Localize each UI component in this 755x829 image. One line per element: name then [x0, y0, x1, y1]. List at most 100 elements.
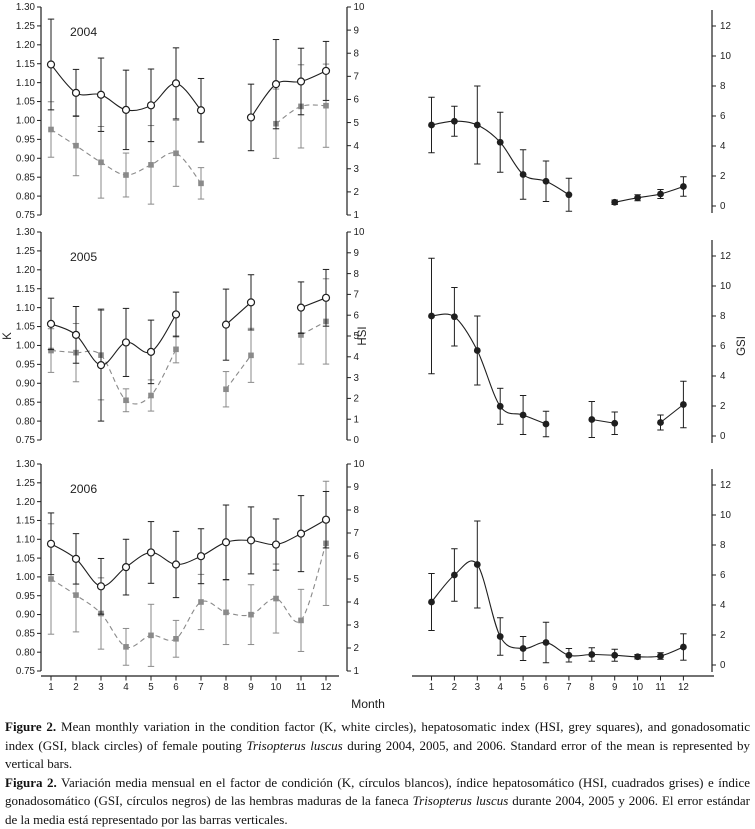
series-GSI — [428, 520, 687, 664]
panel-2006-K-HSI: 0.75 0.80 0.85 0.90 0.95 1.00 1.05 1.10 1.15 1.20… — [16, 459, 365, 677]
svg-text:4: 4 — [354, 597, 360, 608]
gsi-marker — [473, 561, 481, 568]
gsi-marker — [519, 171, 527, 178]
k-marker — [246, 113, 256, 122]
panel-2005-K-HSI: 0.75 0.80 0.85 0.90 0.95 1.00 1.05 1.10 1.15 1.20… — [2, 227, 369, 446]
hsi-marker — [198, 599, 204, 605]
hsi-marker — [298, 617, 304, 624]
k-marker — [321, 515, 331, 524]
svg-text:12: 12 — [720, 480, 731, 491]
svg-text:5: 5 — [148, 682, 154, 693]
svg-text:8: 8 — [354, 269, 360, 280]
gsi-marker — [634, 653, 641, 661]
panel-2004-GSI: 0 2 4 6 8 10 12 — [428, 10, 731, 213]
svg-text:10: 10 — [720, 510, 731, 521]
svg-text:12: 12 — [720, 21, 731, 32]
k-marker — [321, 66, 331, 76]
svg-text:3: 3 — [354, 620, 360, 631]
gsi-marker — [657, 652, 664, 660]
svg-text:10: 10 — [271, 682, 282, 693]
hsi-marker — [173, 150, 179, 157]
gsi-marker — [496, 633, 504, 640]
svg-text:4: 4 — [497, 682, 503, 693]
svg-text:10: 10 — [720, 281, 731, 292]
k-marker — [146, 347, 156, 356]
svg-text:0.80: 0.80 — [16, 416, 36, 427]
k-marker — [221, 320, 231, 329]
k-marker — [296, 77, 306, 86]
k-marker — [246, 536, 256, 545]
svg-text:9: 9 — [354, 248, 359, 259]
svg-text:6: 6 — [173, 682, 179, 693]
k-axis-label: K — [2, 332, 14, 340]
k-marker — [171, 560, 181, 569]
svg-text:1.25: 1.25 — [16, 246, 36, 257]
svg-text:1.20: 1.20 — [16, 497, 36, 508]
gsi-marker — [611, 198, 619, 206]
svg-text:2: 2 — [720, 630, 725, 641]
hsi-marker — [48, 126, 54, 133]
svg-text:8: 8 — [720, 540, 726, 551]
svg-text:2: 2 — [720, 171, 725, 182]
hsi-marker — [48, 347, 54, 354]
svg-text:0.90: 0.90 — [16, 610, 36, 621]
svg-text:0.90: 0.90 — [16, 378, 36, 389]
hsi-axis-label: HSI — [357, 326, 369, 345]
series-K — [46, 18, 331, 152]
svg-text:1: 1 — [354, 414, 359, 425]
svg-text:1: 1 — [429, 682, 434, 693]
svg-text:1.10: 1.10 — [16, 78, 36, 89]
hsi-marker — [173, 636, 179, 642]
svg-text:0.85: 0.85 — [16, 172, 36, 183]
gsi-marker — [634, 194, 641, 202]
k-marker — [121, 105, 131, 114]
panel-2006-GSI: 0 2 4 6 8 10 12 — [428, 469, 731, 672]
series-HSI — [47, 63, 330, 205]
svg-text:2: 2 — [720, 401, 725, 412]
gsi-marker — [496, 402, 504, 410]
hsi-marker — [248, 611, 254, 618]
svg-text:8: 8 — [354, 505, 360, 516]
hsi-marker — [223, 609, 229, 616]
caption-prefix: Figure 2. — [5, 719, 57, 734]
gsi-marker — [428, 312, 435, 320]
hsi-marker — [223, 386, 229, 393]
species-name: Trisopterus luscus — [246, 737, 343, 753]
series-HSI — [47, 480, 330, 667]
svg-text:1: 1 — [48, 682, 53, 693]
svg-text:12: 12 — [720, 251, 731, 262]
svg-text:6: 6 — [354, 310, 360, 321]
gsi-axis-label: GSI — [736, 336, 748, 356]
svg-text:9: 9 — [248, 682, 253, 693]
svg-text:7: 7 — [354, 290, 359, 301]
svg-text:1.15: 1.15 — [16, 516, 36, 527]
svg-text:1.05: 1.05 — [16, 97, 36, 108]
svg-text:10: 10 — [720, 51, 731, 62]
caption-text: Variación media mensual en el factor de … — [5, 774, 750, 809]
svg-text:2: 2 — [73, 682, 78, 693]
series-GSI — [428, 257, 687, 438]
svg-text:0: 0 — [354, 435, 360, 446]
svg-text:1.30: 1.30 — [16, 2, 36, 13]
hsi-marker — [123, 644, 129, 650]
svg-text:11: 11 — [296, 682, 306, 693]
species-name: Trisopterus luscus — [412, 793, 509, 808]
hsi-marker — [298, 332, 304, 338]
k-marker — [46, 539, 56, 548]
svg-text:1.05: 1.05 — [16, 553, 36, 564]
gsi-marker — [519, 645, 527, 652]
series-HSI — [47, 278, 330, 413]
panel-2005-GSI: 0 2 4 6 8 10 12 GSI — [428, 240, 748, 443]
svg-text:0.80: 0.80 — [16, 191, 36, 202]
gsi-marker — [611, 651, 619, 659]
svg-text:3: 3 — [475, 682, 481, 693]
k-marker — [121, 338, 131, 347]
svg-text:9: 9 — [612, 682, 617, 693]
svg-text:3: 3 — [98, 682, 104, 693]
hsi-marker — [48, 576, 54, 582]
k-marker — [46, 319, 56, 328]
svg-text:1: 1 — [354, 210, 359, 221]
svg-text:0.85: 0.85 — [16, 629, 36, 640]
